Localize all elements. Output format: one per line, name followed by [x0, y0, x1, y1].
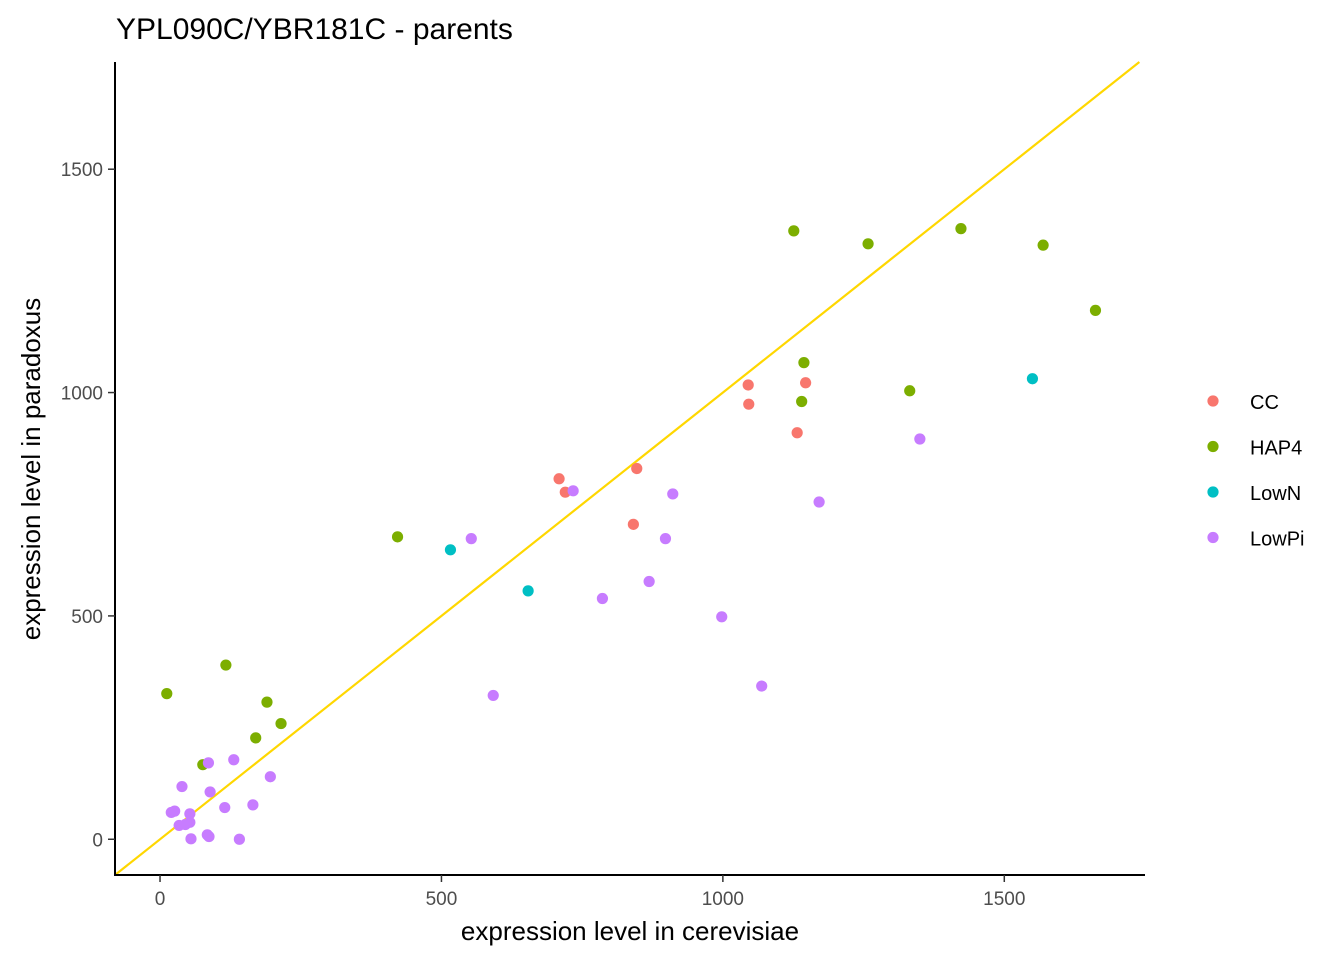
legend-key-hap4: [1207, 440, 1219, 453]
data-point-lowpi: [233, 833, 245, 845]
data-point-lown: [444, 544, 457, 556]
y-tick-label: 1000: [61, 384, 103, 405]
plot-panel: [114, 61, 1141, 876]
data-point-cc: [743, 398, 755, 410]
data-point-lowpi: [169, 805, 181, 817]
data-point-hap4: [161, 688, 173, 700]
x-tick-label: 1500: [983, 889, 1025, 910]
data-point-lowpi: [204, 786, 216, 798]
y-tick-label: 1500: [61, 160, 103, 181]
data-point-lowpi: [813, 496, 825, 508]
data-point-lowpi: [914, 433, 926, 445]
data-point-hap4: [904, 385, 916, 397]
data-point-lowpi: [596, 592, 609, 605]
data-point-lowpi: [716, 611, 728, 623]
data-point-cc: [742, 379, 754, 391]
data-point-lowpi: [176, 780, 188, 793]
data-point-lowpi: [659, 533, 672, 545]
data-point-cc: [800, 377, 812, 389]
data-point-lowpi: [185, 833, 197, 845]
data-point-hap4: [261, 696, 273, 708]
legend-label-lown: LowN: [1250, 483, 1301, 505]
y-axis-ticks: 0 500 1000 1500: [61, 160, 115, 851]
data-point-hap4: [391, 531, 404, 543]
legend: CC HAP4 LowN LowPi: [1207, 392, 1304, 551]
data-point-cc: [631, 462, 643, 475]
data-point-lowpi: [643, 575, 655, 588]
data-point-hap4: [796, 395, 808, 408]
y-axis-title: expression level in paradoxus: [16, 298, 46, 641]
data-point-lowpi: [756, 680, 768, 692]
legend-key-lown: [1207, 486, 1219, 498]
data-point-lowpi: [184, 808, 196, 820]
x-tick-label: 1000: [702, 889, 744, 910]
data-point-hap4: [955, 223, 967, 235]
data-point-lowpi: [202, 757, 215, 769]
data-point-cc: [627, 518, 639, 530]
y-tick-label: 0: [92, 830, 103, 851]
legend-label-cc: CC: [1250, 392, 1279, 414]
identity-reference-line: [114, 61, 1141, 876]
x-tick-label: 500: [426, 889, 458, 910]
legend-label-hap4: HAP4: [1250, 438, 1302, 460]
data-point-lowpi: [203, 830, 215, 843]
data-point-lowpi: [264, 771, 276, 783]
data-point-lowpi: [667, 488, 679, 500]
data-point-lowpi: [567, 485, 579, 497]
data-point-lowpi: [184, 816, 196, 828]
x-axis-ticks: 0 500 1000 1500: [155, 875, 1025, 910]
y-tick-label: 500: [71, 607, 103, 628]
data-point-hap4: [862, 238, 874, 250]
data-point-hap4: [1089, 304, 1102, 316]
data-point-lowpi: [228, 754, 240, 766]
data-point-cc: [791, 427, 803, 439]
data-point-cc: [553, 473, 565, 485]
data-point-lown: [1026, 373, 1039, 385]
data-point-hap4: [250, 732, 262, 744]
data-point-hap4: [1037, 239, 1049, 251]
data-point-hap4: [275, 717, 287, 730]
data-point-lowpi: [487, 689, 499, 702]
data-point-hap4: [798, 357, 810, 369]
legend-label-lowpi: LowPi: [1250, 529, 1304, 551]
legend-key-lowpi: [1207, 531, 1219, 544]
x-tick-label: 0: [155, 889, 166, 910]
chart-title: YPL090C/YBR181C - parents: [116, 13, 513, 46]
data-point-lowpi: [465, 533, 477, 545]
data-point-lowpi: [247, 799, 259, 811]
data-point-lown: [522, 585, 534, 597]
data-point-hap4: [788, 225, 800, 237]
data-points: [161, 223, 1102, 845]
x-axis-title: expression level in cerevisiae: [461, 916, 799, 946]
data-point-hap4: [220, 659, 232, 671]
legend-key-cc: [1207, 395, 1219, 407]
data-point-lowpi: [219, 801, 231, 814]
